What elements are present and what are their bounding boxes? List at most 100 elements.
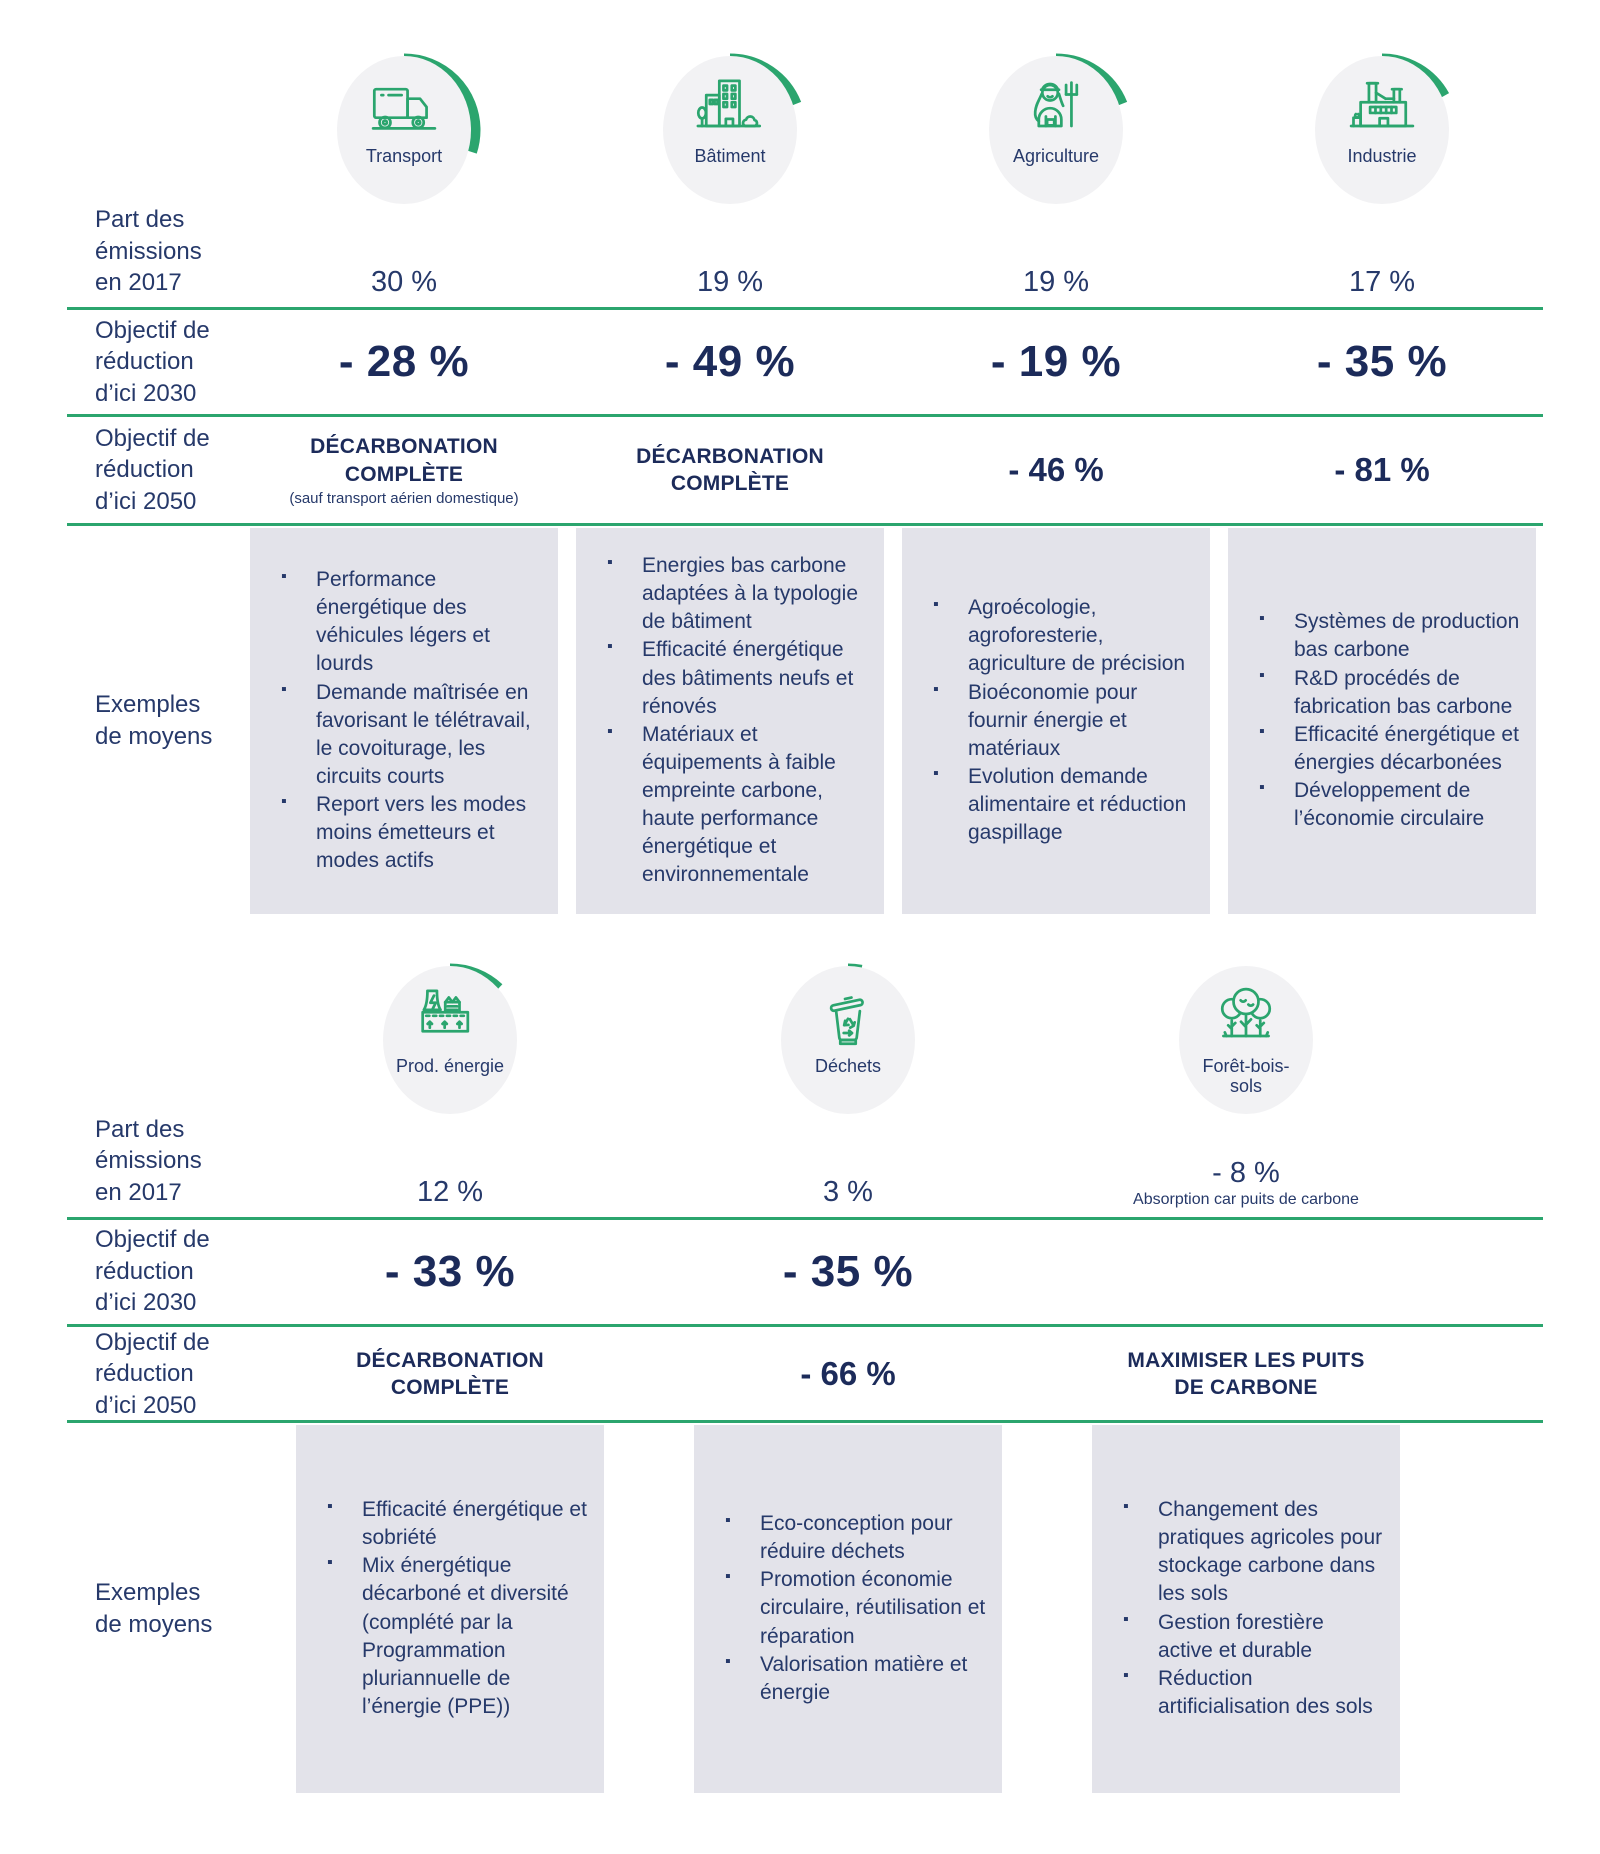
sector-circle: Industrie [1315,56,1449,204]
list-item: Réduction artificialisation des sols [1116,1665,1384,1721]
means-panel-industrie: Systèmes de production bas carbone R&D p… [1228,528,1536,914]
list-item: Agroécologie, agroforesterie, agricultur… [926,594,1194,678]
sector-badge-batiment: Bâtiment [650,50,810,210]
list-item: Systèmes de production bas carbone [1252,608,1520,664]
sector-circle: Bâtiment [663,56,797,204]
share-value-dechets: 3 % [823,1175,873,1208]
bottom-2050-row: Objectif de réduction d’ici 2050 DÉCARBO… [95,1327,1400,1420]
target2030-agriculture: - 19 % [990,337,1122,387]
sector-name: Agriculture [1012,146,1100,166]
target2050-prod-energie: DÉCARBONATION COMPLÈTE [356,1348,544,1400]
divider [67,307,1543,311]
row-label-means: Exemples de moyens [95,691,213,750]
row-label-2030: Objectif de réduction d’ici 2030 [95,1226,210,1317]
target2030-dechets: - 35 % [782,1246,914,1296]
list-item: Mix énergétique décarboné et diversité (… [320,1552,588,1721]
means-panel-foret: Changement des pratiques agricoles pour … [1092,1424,1400,1793]
means-list: Systèmes de production bas carbone R&D p… [1252,608,1520,833]
means-list: Agroécologie, agroforesterie, agricultur… [926,594,1194,847]
top-2050-row: Objectif de réduction d’ici 2050 DÉCARBO… [95,417,1536,523]
sector-badge-foret: Forêt-bois-sols [1166,960,1326,1120]
divider [67,523,1543,527]
truck-icon [371,87,437,130]
sector-column-transport: Transport [250,50,558,210]
divider [67,1419,1543,1423]
row-label-share: Part des émissions en 2017 [95,206,202,297]
list-item: R&D procédés de fabrication bas carbone [1252,665,1520,721]
target2050-text: DÉCARBONATION COMPLÈTE [310,435,498,486]
row-label-means: Exemples de moyens [95,1578,213,1638]
farmer-icon [1033,81,1079,128]
divider [67,414,1543,418]
buildings-icon [696,79,762,128]
share-value-transport: 30 % [370,266,438,299]
list-item: Energies bas carbone adaptées à la typol… [600,552,868,636]
share-value-batiment: 19 % [696,266,764,299]
list-item: Demande maîtrisée en favorisant le télét… [274,679,542,792]
trees-icon [1220,987,1272,1037]
means-panel-prod-energie: Efficacité énergétique et sobriété Mix é… [296,1424,604,1793]
target2050-note: (sauf transport aérien domestique) [289,489,519,507]
target2050-agriculture: - 46 % [1008,451,1104,489]
bottom-2030-row: Objectif de réduction d’ici 2030 - 33 % … [95,1220,1400,1324]
sector-circle: Prod. énergie [383,965,517,1114]
list-item: Bioéconomie pour fournir énergie et maté… [926,679,1194,763]
means-list: Eco-conception pour réduire déchets Prom… [718,1510,986,1707]
list-item: Gestion forestière active et durable [1116,1609,1384,1665]
share-note: Absorption car puits de carbone [1133,1190,1359,1208]
target2050-batiment: DÉCARBONATION COMPLÈTE [636,444,824,496]
share-value-agriculture: 19 % [1022,266,1090,299]
sector-circle: Transport [337,56,471,204]
means-panel-batiment: Energies bas carbone adaptées à la typol… [576,528,884,914]
means-panel-agriculture: Agroécologie, agroforesterie, agricultur… [902,528,1210,914]
power-plant-icon [421,989,470,1033]
sector-column-prod-energie: Prod. énergie [296,960,604,1120]
infographic-sheet: Transport [0,50,1600,1793]
means-list: Changement des pratiques agricoles pour … [1116,1496,1384,1721]
list-item: Matériaux et équipements à faible emprei… [600,721,868,890]
sector-column-batiment: Bâtiment [576,50,884,210]
divider [67,1216,1543,1220]
top-means-row: Exemples de moyens Performance énergétiq… [95,528,1536,914]
row-label-2050: Objectif de réduction d’ici 2050 [95,424,210,515]
sector-name: Forêt-bois-sols [1202,1055,1290,1096]
share-value: - 8 % [1212,1156,1280,1189]
divider [67,1323,1543,1327]
list-item: Développement de l’économie circulaire [1252,777,1520,833]
row-label-2030: Objectif de réduction d’ici 2030 [95,316,210,407]
sector-name: Industrie [1347,146,1417,166]
sector-column-foret-bois-sols: Forêt-bois-sols [1092,960,1400,1120]
sector-badge-dechets: Déchets [768,960,928,1120]
target2030-prod-energie: - 33 % [384,1246,516,1296]
list-item: Promotion économie circulaire, réutilisa… [718,1566,986,1650]
sector-name: Transport [365,146,443,166]
means-list: Energies bas carbone adaptées à la typol… [600,552,868,890]
sector-column-industrie: Industrie [1228,50,1536,210]
sector-name: Bâtiment [694,146,766,166]
share-value-prod-energie: 12 % [416,1175,484,1208]
top-icons-row: Transport [95,50,1536,207]
bottom-icons-row: Prod. énergie Déchets [95,960,1400,1117]
top-2030-row: Objectif de réduction d’ici 2030 - 28 % … [95,310,1536,414]
target2050-industrie: - 81 % [1334,451,1430,489]
list-item: Report vers les modes moins émetteurs et… [274,791,542,875]
means-panel-transport: Performance énergétique des véhicules lé… [250,528,558,914]
list-item: Efficacité énergétique des bâtiments neu… [600,636,868,720]
sector-circle: Forêt-bois-sols [1179,965,1313,1114]
sector-column-agriculture: Agriculture [902,50,1210,210]
sector-badge-transport: Transport [324,50,484,210]
sector-badge-agriculture: Agriculture [976,50,1136,210]
list-item: Valorisation matière et énergie [718,1651,986,1707]
means-panel-dechets: Eco-conception pour réduire déchets Prom… [694,1424,1002,1793]
sector-circle: Déchets [781,965,915,1114]
target2050-dechets: - 66 % [800,1355,896,1393]
target2030-batiment: - 49 % [664,337,796,387]
list-item: Efficacité énergétique et sobriété [320,1496,588,1552]
sector-circle: Agriculture [989,56,1123,204]
sector-badge-prod-energie: Prod. énergie [370,960,530,1120]
bottom-means-row: Exemples de moyens Efficacité énergétiqu… [95,1424,1400,1793]
sector-badge-industrie: Industrie [1302,50,1462,210]
list-item: Changement des pratiques agricoles pour … [1116,1496,1384,1609]
target2030-industrie: - 35 % [1316,337,1448,387]
sector-column-dechets: Déchets [694,960,1002,1120]
